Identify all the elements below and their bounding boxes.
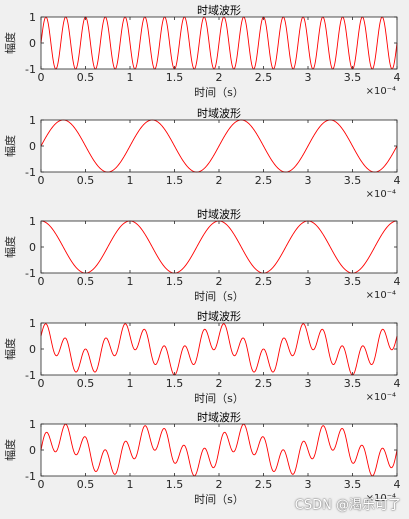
x-tick-label: 2.5 [255,174,273,187]
x-tick-label: 4 [394,377,401,390]
chart-title: 时域波形 [197,4,241,17]
x-tick-label: 0.5 [77,478,95,491]
y-axis-label: 幅度 [3,236,17,258]
x-tick-label: 2.5 [255,478,273,491]
x-tick-label: 2 [216,174,223,187]
x-tick-label: 3 [305,71,312,84]
watermark: CSDN @渴乐可了 [294,498,401,513]
x-tick-label: 2.5 [255,275,273,288]
y-axis-label: 幅度 [3,135,17,157]
x-tick-label: 4 [394,478,401,491]
y-tick-label: -1 [25,470,36,483]
x-tick-label: 1.5 [166,275,184,288]
x-tick-label: 0.5 [77,275,95,288]
x-tick-label: 4 [394,275,401,288]
x-tick-label: 3.5 [344,71,362,84]
y-axis-label: 幅度 [3,338,17,360]
x-tick-label: 0 [38,174,45,187]
plot-area [41,221,397,273]
x-tick-label: 0 [38,478,45,491]
y-tick-label: -1 [25,369,36,382]
x-tick-label: 3 [305,174,312,187]
x-tick-label: 3.5 [344,377,362,390]
chart-title: 时域波形 [197,310,241,323]
x-exponent-label: ×10⁻⁴ [366,290,396,301]
y-axis-label: 幅度 [3,32,17,54]
x-tick-label: 2 [216,71,223,84]
chart-title: 时域波形 [197,208,241,221]
x-tick-label: 1 [127,71,134,84]
x-axis-label: 时间（s） [194,493,244,506]
y-tick-label: 0 [29,343,36,356]
x-exponent-label: ×10⁻⁴ [366,493,396,504]
x-tick-label: 1.5 [166,71,184,84]
y-axis-label: 幅度 [3,439,17,461]
x-tick-label: 2 [216,275,223,288]
y-tick-label: 1 [29,317,36,330]
x-tick-label: 2.5 [255,71,273,84]
y-tick-label: 1 [29,11,36,24]
x-tick-label: 3.5 [344,174,362,187]
x-exponent-label: ×10⁻⁴ [366,392,396,403]
x-tick-label: 3 [305,377,312,390]
x-tick-label: 0 [38,377,45,390]
x-axis-label: 时间（s） [194,290,244,303]
x-tick-label: 0.5 [77,377,95,390]
x-tick-label: 4 [394,174,401,187]
series-line-1 [40,323,398,376]
y-tick-label: 0 [29,37,36,50]
series-line-1 [40,16,398,70]
series-line-1 [40,423,398,477]
x-tick-label: 1 [127,377,134,390]
y-tick-label: 1 [29,418,36,431]
x-axis-label: 时间（s） [194,86,244,99]
x-axis-label: 时间（s） [194,392,244,405]
y-tick-label: 1 [29,215,36,228]
x-tick-label: 1.5 [166,174,184,187]
x-tick-label: 3.5 [344,478,362,491]
x-tick-label: 0 [38,71,45,84]
x-tick-label: 3 [305,275,312,288]
y-tick-label: 0 [29,140,36,153]
x-tick-label: 1.5 [166,478,184,491]
x-tick-label: 1.5 [166,377,184,390]
x-tick-label: 1 [127,478,134,491]
x-tick-label: 2 [216,377,223,390]
x-exponent-label: ×10⁻⁴ [366,86,396,97]
x-tick-label: 3 [305,478,312,491]
x-tick-label: 2.5 [255,377,273,390]
y-tick-label: -1 [25,63,36,76]
x-tick-label: 1 [127,174,134,187]
x-exponent-label: ×10⁻⁴ [366,189,396,200]
y-tick-label: 0 [29,241,36,254]
x-tick-label: 0.5 [77,71,95,84]
chart-title: 时域波形 [197,411,241,424]
y-tick-label: 0 [29,444,36,457]
series-line-1 [40,119,398,173]
x-tick-label: 3.5 [344,275,362,288]
y-tick-label: -1 [25,166,36,179]
x-tick-label: 0 [38,275,45,288]
x-tick-label: 0.5 [77,174,95,187]
chart-title: 时域波形 [197,107,241,120]
y-tick-label: -1 [25,267,36,280]
x-tick-label: 4 [394,71,401,84]
y-tick-label: 1 [29,114,36,127]
x-tick-label: 1 [127,275,134,288]
x-tick-label: 2 [216,478,223,491]
plot-area [41,323,397,375]
